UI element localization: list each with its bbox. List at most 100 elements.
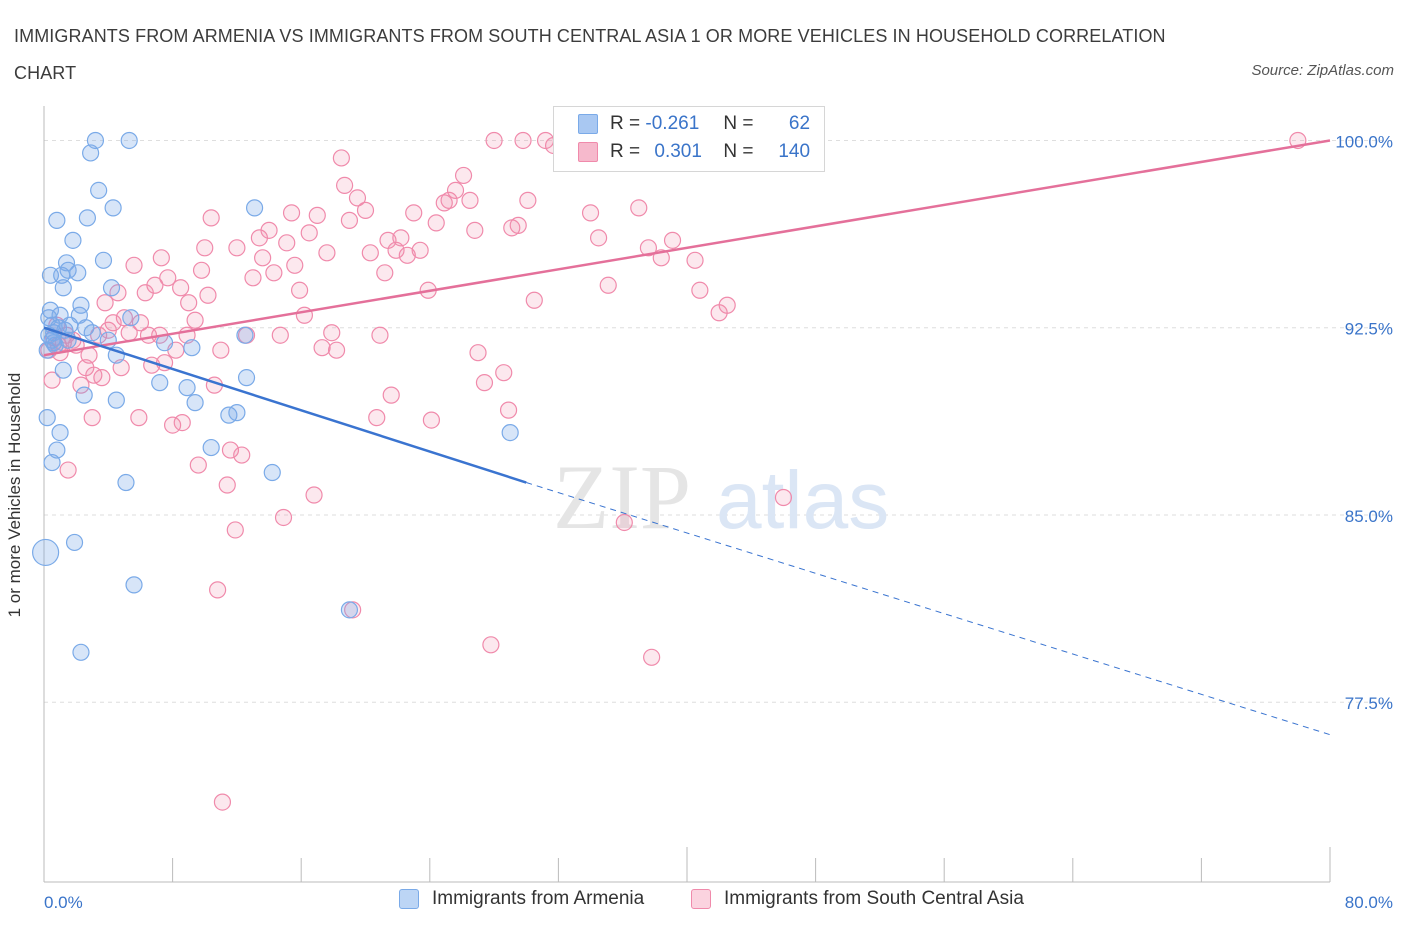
data-point	[192, 261, 211, 279]
legend-row-armenia: R = -0.261 N = 62	[578, 111, 810, 137]
legend-row-south-central-asia: R = 0.301 N = 140	[578, 139, 810, 165]
data-point	[244, 269, 262, 287]
data-point	[226, 521, 244, 539]
data-point	[392, 229, 410, 247]
data-point	[405, 204, 423, 222]
trend-lines	[43, 139, 1331, 736]
data-point	[271, 326, 289, 344]
legend-n-value: 140	[778, 141, 811, 162]
data-point	[485, 131, 503, 150]
data-point	[218, 476, 236, 494]
data-point	[125, 576, 143, 594]
data-point	[361, 244, 379, 262]
data-point	[189, 456, 207, 474]
data-point	[318, 244, 336, 262]
data-point	[286, 256, 304, 274]
data-point	[348, 189, 367, 207]
bottom-legend-armenia: Immigrants from Armenia	[399, 888, 644, 910]
data-point	[475, 374, 494, 392]
bottom-legend-label-south-central-asia: Immigrants from South Central Asia	[724, 888, 1024, 909]
data-point	[122, 309, 140, 327]
data-point	[630, 199, 648, 217]
data-point	[643, 648, 661, 666]
data-point	[718, 296, 736, 314]
data-point	[104, 199, 122, 217]
data-point	[336, 176, 354, 195]
data-point	[233, 446, 251, 464]
data-point	[173, 414, 191, 432]
data-point	[65, 533, 84, 552]
data-point	[38, 409, 56, 427]
data-point	[72, 296, 90, 314]
data-point	[78, 209, 97, 227]
data-point	[340, 601, 359, 619]
data-point	[75, 386, 93, 404]
data-point	[466, 221, 484, 239]
data-point	[274, 508, 293, 527]
y-tick-labels: 100.0% 92.5% 85.0% 77.5%	[1335, 132, 1393, 713]
data-point	[202, 438, 220, 457]
data-point	[422, 411, 441, 429]
data-point	[54, 279, 72, 297]
data-point	[514, 131, 532, 150]
data-point	[43, 371, 61, 389]
trend-line-south-central-asia	[43, 139, 1331, 357]
data-point	[164, 416, 182, 434]
data-point	[120, 131, 138, 150]
data-point	[202, 209, 220, 227]
data-point	[454, 166, 473, 185]
data-point	[313, 339, 331, 357]
data-point	[589, 229, 608, 247]
data-point	[64, 231, 82, 249]
data-point	[228, 239, 246, 257]
data-point	[461, 191, 479, 209]
data-point	[51, 423, 69, 442]
watermark-atlas: atlas	[716, 455, 889, 546]
data-point	[59, 261, 77, 279]
data-point	[83, 324, 101, 342]
data-point	[469, 344, 487, 362]
trend-line-armenia-extension	[526, 482, 1331, 736]
data-point	[196, 239, 214, 257]
data-point	[495, 364, 513, 382]
legend-r-label: R =	[610, 141, 641, 162]
data-point	[278, 234, 296, 252]
data-point	[221, 441, 240, 459]
data-point	[178, 379, 196, 397]
data-point	[263, 463, 281, 482]
y-tick-label: 100.0%	[1335, 132, 1393, 151]
data-point	[411, 241, 429, 259]
data-point	[691, 281, 709, 299]
data-point	[265, 264, 283, 282]
data-point	[398, 246, 416, 264]
y-tick-label: 85.0%	[1345, 507, 1393, 526]
data-point	[245, 199, 264, 217]
data-point	[59, 461, 77, 479]
trend-line-armenia	[43, 326, 527, 484]
data-point	[499, 401, 518, 419]
x-tick-label-right: 80.0%	[1345, 893, 1393, 912]
y-axis-label: 1 or more Vehicles in Household	[5, 372, 24, 618]
data-point	[90, 181, 108, 200]
data-point	[102, 279, 121, 297]
legend-r-value: -0.261	[645, 113, 700, 134]
data-point	[254, 249, 272, 267]
data-point	[300, 224, 318, 242]
data-point	[131, 314, 150, 332]
data-point	[327, 341, 346, 359]
data-point	[356, 201, 375, 219]
data-point	[93, 369, 111, 387]
data-point	[615, 513, 633, 532]
data-point	[427, 214, 445, 232]
data-point	[212, 341, 230, 359]
data-point	[332, 149, 350, 167]
data-point	[151, 374, 169, 392]
bottom-legend: Immigrants from Armenia Immigrants from …	[0, 888, 1406, 916]
data-point	[501, 423, 519, 442]
bottom-legend-south-central-asia: Immigrants from South Central Asia	[691, 888, 1024, 910]
data-point	[117, 473, 135, 492]
data-point	[69, 264, 87, 282]
data-point	[774, 488, 793, 507]
data-point	[509, 216, 527, 234]
bottom-legend-label-armenia: Immigrants from Armenia	[432, 888, 645, 909]
